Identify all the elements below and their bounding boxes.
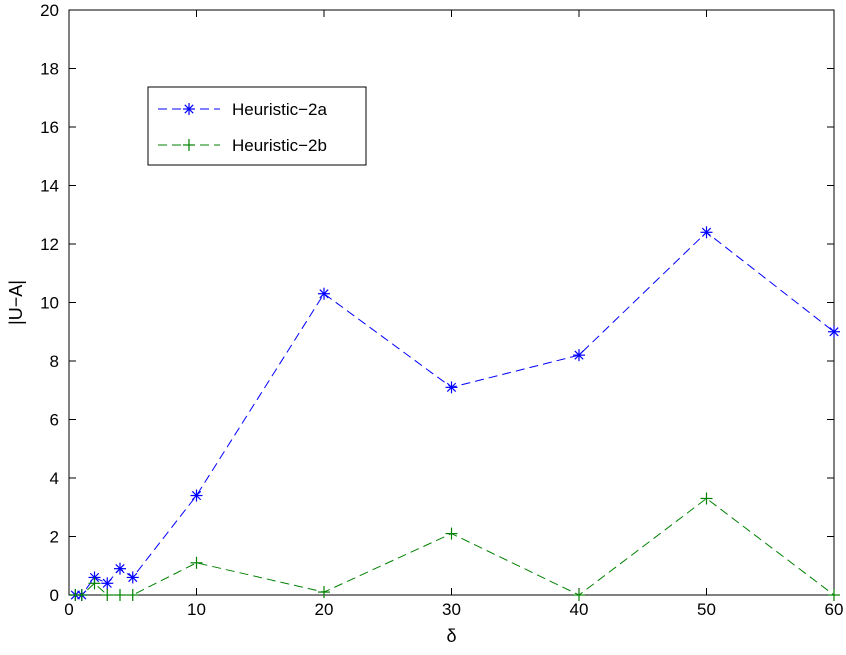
series-layer bbox=[69, 226, 840, 601]
legend-marker bbox=[183, 139, 195, 151]
y-tick-label: 10 bbox=[40, 294, 59, 313]
x-axis-label: δ bbox=[446, 626, 456, 646]
y-tick-label: 14 bbox=[40, 177, 59, 196]
data-point bbox=[318, 287, 330, 300]
marker-stroke bbox=[319, 289, 329, 299]
data-point bbox=[573, 589, 585, 601]
series-line-2 bbox=[75, 497, 835, 596]
legend: Heuristic−2a Heuristic−2b bbox=[147, 86, 367, 166]
x-tick-label: 0 bbox=[64, 600, 73, 619]
y-tick-label: 2 bbox=[50, 528, 59, 547]
series-line-1 bbox=[75, 231, 835, 596]
y-tick-label: 0 bbox=[50, 586, 59, 605]
y-tick-label: 18 bbox=[40, 60, 59, 79]
marker-stroke bbox=[574, 350, 584, 360]
data-point bbox=[828, 589, 840, 601]
data-point bbox=[126, 589, 139, 601]
data-point bbox=[101, 589, 114, 601]
x-tick-label: 60 bbox=[825, 600, 844, 619]
data-point bbox=[114, 589, 126, 601]
data-point bbox=[445, 527, 458, 540]
data-point bbox=[88, 577, 101, 590]
data-point bbox=[101, 577, 114, 590]
y-tick-label: 12 bbox=[40, 235, 59, 254]
y-axis-label: |U−A| bbox=[6, 280, 26, 325]
data-point bbox=[573, 349, 585, 362]
legend-label: Heuristic−2b bbox=[232, 136, 327, 155]
y-tick-label: 20 bbox=[40, 1, 59, 20]
marker-stroke bbox=[446, 382, 457, 392]
x-tick-label: 20 bbox=[315, 600, 334, 619]
data-point bbox=[190, 556, 203, 569]
marker-stroke bbox=[184, 104, 194, 114]
data-point bbox=[126, 571, 139, 584]
data-point bbox=[318, 586, 330, 599]
marker-stroke bbox=[102, 578, 112, 588]
data-point bbox=[828, 325, 840, 338]
x-tick-label: 30 bbox=[442, 600, 461, 619]
marker-stroke bbox=[829, 327, 839, 337]
x-tick-label: 40 bbox=[570, 600, 589, 619]
x-tick-label: 10 bbox=[187, 600, 206, 619]
marker-stroke bbox=[191, 490, 202, 501]
marker-stroke bbox=[701, 227, 712, 237]
data-point bbox=[700, 226, 713, 239]
marker-stroke bbox=[128, 572, 138, 583]
y-tick-label: 16 bbox=[40, 118, 59, 137]
data-point bbox=[190, 489, 203, 502]
marker-stroke bbox=[115, 564, 125, 574]
x-tick-label: 50 bbox=[697, 600, 716, 619]
y-tick-label: 6 bbox=[50, 411, 59, 430]
y-tick-label: 4 bbox=[50, 469, 59, 488]
legend-label: Heuristic−2a bbox=[232, 100, 328, 119]
data-point bbox=[75, 589, 88, 601]
y-tick-label: 8 bbox=[50, 352, 59, 371]
data-point bbox=[114, 562, 126, 575]
data-point bbox=[700, 492, 713, 505]
data-point bbox=[445, 381, 458, 394]
legend-box bbox=[147, 86, 367, 166]
legend-marker bbox=[183, 103, 195, 115]
